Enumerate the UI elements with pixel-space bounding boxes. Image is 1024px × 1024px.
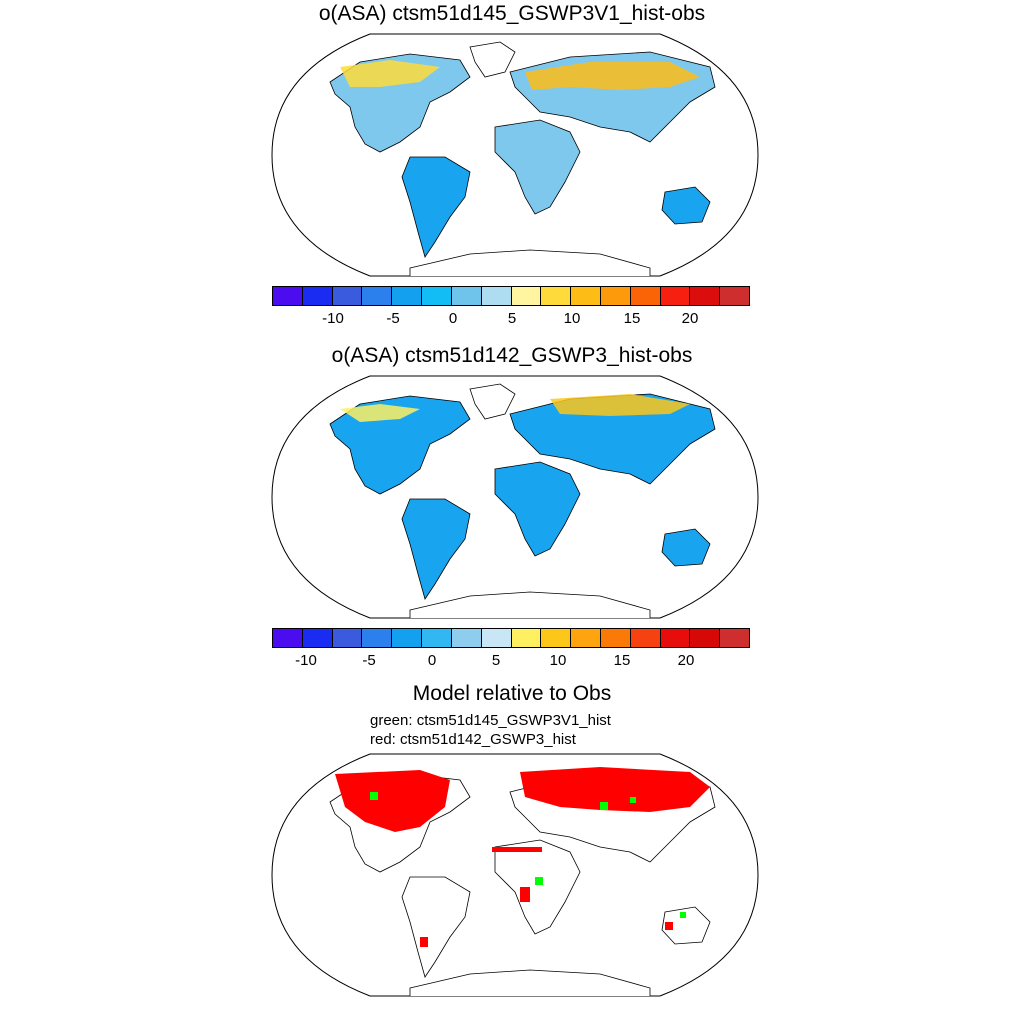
- warm-anomaly-north: [525, 62, 700, 90]
- australia: [661, 186, 711, 225]
- antarctica: [409, 969, 651, 996]
- panel1-colorbar-ticks: -10 -5 0 5 10 15 20: [0, 310, 1024, 330]
- colorbar-box: [481, 287, 512, 305]
- colorbar-box: [451, 629, 482, 647]
- colorbar-box: [690, 287, 721, 305]
- colorbar-box: [720, 629, 749, 647]
- tick: 10: [549, 652, 567, 669]
- panel3-title: Model relative to Obs: [412, 682, 612, 705]
- greenland: [469, 383, 516, 420]
- colorbar-box: [302, 629, 333, 647]
- eurasia: [509, 393, 716, 485]
- legend-green: green: ctsm51d145_GSWP3V1_hist: [370, 712, 611, 729]
- tick: 0: [427, 652, 437, 669]
- tick: 5: [507, 310, 517, 327]
- colorbar-box: [690, 629, 721, 647]
- colorbar-box: [600, 287, 631, 305]
- tick: 15: [623, 310, 641, 327]
- red-cell: [492, 847, 542, 852]
- south-america: [401, 156, 471, 258]
- colorbar-box: [630, 287, 661, 305]
- colorbar-box: [541, 629, 572, 647]
- green-cell: [370, 792, 378, 800]
- tick: 0: [448, 310, 458, 327]
- red-cell: [520, 887, 530, 902]
- panel1-title: o(ASA) ctsm51d145_GSWP3V1_hist-obs: [318, 2, 706, 25]
- tick: 10: [563, 310, 581, 327]
- colorbar-box: [273, 287, 303, 305]
- colorbar-box: [571, 629, 601, 647]
- panel2-title: o(ASA) ctsm51d142_GSWP3_hist-obs: [331, 344, 693, 367]
- panel2-colorbar: [272, 628, 750, 648]
- red-region-eurasia: [520, 767, 710, 812]
- legend-red: red: ctsm51d142_GSWP3_hist: [370, 731, 576, 748]
- colorbar-box: [511, 629, 542, 647]
- red-cell: [420, 937, 428, 947]
- colorbar-box: [451, 287, 482, 305]
- australia: [661, 528, 711, 567]
- colorbar-box: [362, 287, 393, 305]
- warm-anomaly-north: [550, 394, 690, 416]
- tick: -10: [322, 310, 344, 327]
- colorbar-box: [332, 629, 363, 647]
- colorbar-box: [660, 287, 691, 305]
- tick: 20: [677, 652, 695, 669]
- colorbar-box: [422, 629, 452, 647]
- australia: [661, 906, 711, 945]
- tick: 5: [491, 652, 501, 669]
- green-cell: [600, 802, 608, 810]
- colorbar-box: [332, 287, 363, 305]
- warm-anomaly-na: [340, 404, 420, 422]
- colorbar-box: [660, 629, 691, 647]
- colorbar-box: [630, 629, 661, 647]
- antarctica: [409, 591, 651, 618]
- colorbar-box: [571, 287, 601, 305]
- colorbar-box: [422, 287, 452, 305]
- tick: -5: [362, 652, 376, 669]
- greenland: [469, 41, 516, 78]
- africa: [494, 119, 581, 215]
- colorbar-box: [481, 629, 512, 647]
- tick: -10: [295, 652, 317, 669]
- colorbar-box: [600, 629, 631, 647]
- colorbar-box: [541, 287, 572, 305]
- green-cell: [535, 877, 543, 885]
- green-cell: [630, 797, 636, 803]
- tick: 20: [681, 310, 699, 327]
- green-cell: [680, 912, 686, 918]
- panel2-map: [271, 375, 759, 619]
- red-region-north-america: [335, 770, 450, 832]
- colorbar-box: [273, 629, 303, 647]
- south-america: [401, 876, 471, 978]
- africa: [494, 461, 581, 557]
- warm-anomaly-na: [340, 60, 440, 87]
- panel1-map: [271, 33, 759, 277]
- colorbar-box: [392, 287, 423, 305]
- panel2-colorbar-ticks: -10 -5 0 5 10 15 20: [0, 652, 1024, 672]
- colorbar-box: [392, 629, 423, 647]
- tick: 15: [613, 652, 631, 669]
- tick: -5: [386, 310, 400, 327]
- colorbar-box: [362, 629, 393, 647]
- panel1-colorbar: [272, 286, 750, 306]
- colorbar-box: [720, 287, 749, 305]
- antarctica: [409, 249, 651, 276]
- colorbar-box: [511, 287, 542, 305]
- colorbar-box: [302, 287, 333, 305]
- panel3-map: [271, 753, 759, 997]
- red-cell: [665, 922, 673, 930]
- africa: [494, 839, 581, 935]
- south-america: [401, 498, 471, 600]
